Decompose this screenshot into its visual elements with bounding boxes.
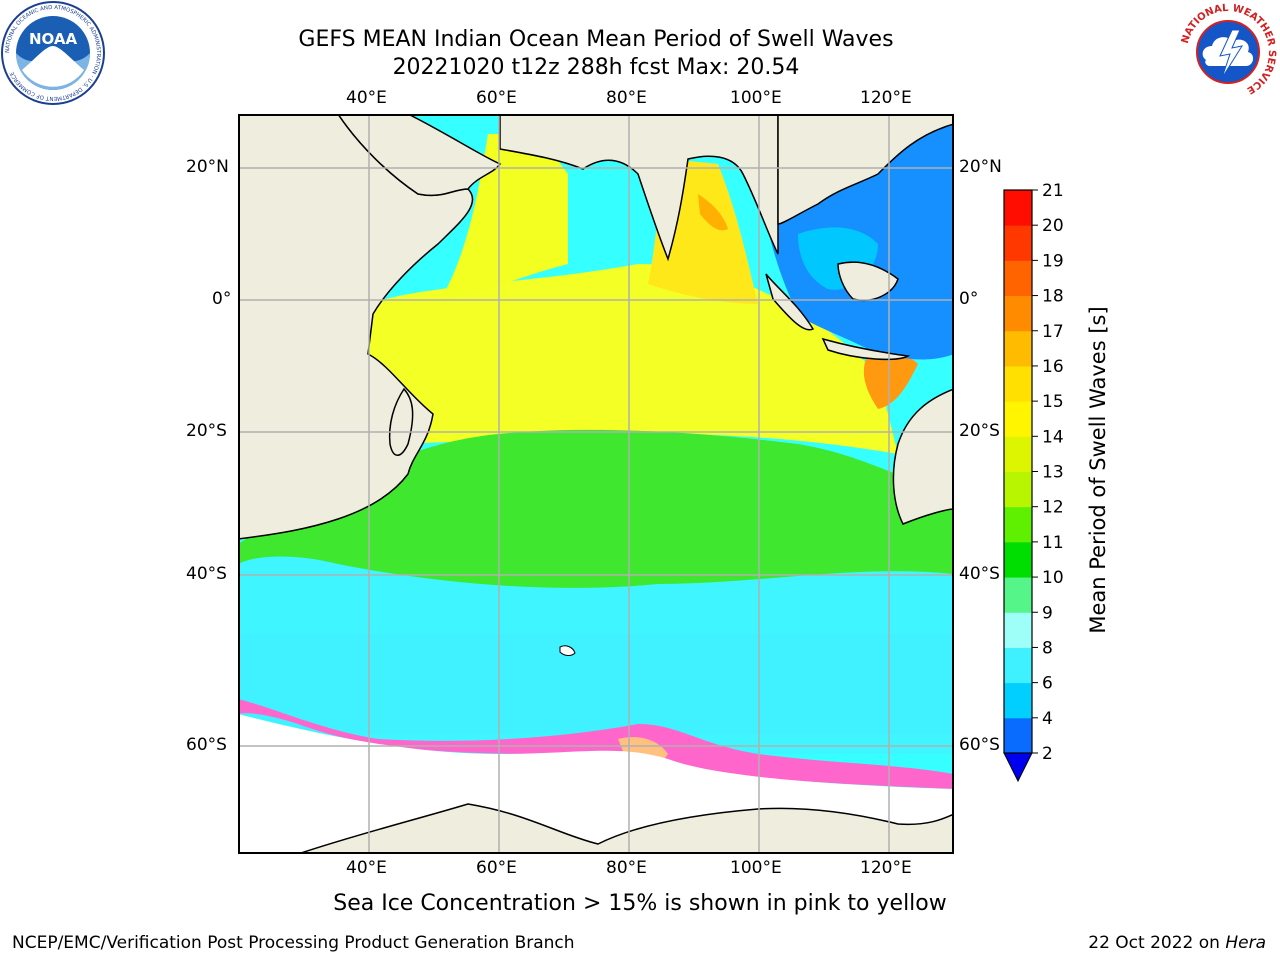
- colorbar-segment: [1004, 436, 1032, 472]
- colorbar-under-arrow: [1003, 752, 1033, 783]
- java-orange-patch: [863, 350, 918, 409]
- noaa-logo: NATIONAL OCEANIC AND ATMOSPHERIC ADMINIS…: [1, 1, 105, 105]
- lat-label-right: 20°N: [959, 157, 1002, 177]
- nws-logo: NATIONAL WEATHER SERVICE: [1178, 2, 1278, 102]
- colorbar-tick-label: 8: [1042, 638, 1053, 658]
- colorbar-tick-label: 2: [1042, 744, 1053, 764]
- chart-subtitle: 20221020 t12z 288h fcst Max: 20.54: [392, 55, 800, 80]
- high-latitude-swell: [238, 634, 954, 734]
- colorbar-tick-label: 21: [1042, 181, 1064, 201]
- colorbar-tick-label: 9: [1042, 603, 1053, 623]
- lat-label-right: 40°S: [959, 564, 1000, 584]
- lon-label-bottom: 40°E: [346, 858, 387, 878]
- colorbar-tick-label: 16: [1042, 357, 1064, 377]
- lat-label-right: 20°S: [959, 421, 1000, 441]
- green-swell-belt: [238, 429, 954, 588]
- lon-label-bottom: 100°E: [730, 858, 782, 878]
- sea-ice-note: Sea Ice Concentration > 15% is shown in …: [333, 891, 947, 916]
- colorbar-tick-label: 19: [1042, 251, 1064, 271]
- colorbar-segment: [1004, 471, 1032, 508]
- australia-landmass: [892, 388, 954, 525]
- lon-label-bottom: 80°E: [606, 858, 647, 878]
- colorbar-segment: [1004, 401, 1032, 437]
- lat-label-right: 0°: [959, 289, 979, 309]
- colorbar-tick-label: 6: [1042, 674, 1053, 694]
- lat-label-left: 60°S: [186, 735, 227, 755]
- colorbar-segment: [1004, 190, 1032, 226]
- colorbar-segment: [1004, 295, 1032, 332]
- colorbar-label: Mean Period of Swell Waves [s]: [1086, 306, 1110, 634]
- tropical-yellow-swell: [368, 264, 898, 454]
- colorbar-tick-label: 15: [1042, 392, 1064, 412]
- colorbar-segment: [1004, 682, 1032, 719]
- colorbar-segment: [1004, 506, 1032, 543]
- gridlines: [238, 114, 954, 854]
- map: [238, 114, 954, 854]
- lon-label-bottom: 120°E: [860, 858, 912, 878]
- antarctica-landmass: [297, 803, 954, 854]
- colorbar-tick-label: 4: [1042, 709, 1053, 729]
- lon-label-top: 60°E: [476, 88, 517, 108]
- colorbar-segment: [1004, 717, 1032, 754]
- colorbar: 2 4 6 8 9 10 11 12 13 14 15 16 17 18 19 20 21: [1003, 181, 1064, 783]
- colorbar-tick-label: 11: [1042, 533, 1064, 553]
- colorbar-segment: [1004, 647, 1032, 684]
- madagascar: [388, 387, 414, 456]
- footer-date-text: 22 Oct 2022 on: [1088, 933, 1226, 953]
- arabian-sea-swell: [438, 134, 568, 304]
- bay-orange-patch: [698, 194, 728, 231]
- colorbar-tick-label: 13: [1042, 463, 1064, 483]
- colorbar-segment: [1004, 577, 1032, 613]
- footer-credit: NCEP/EMC/Verification Post Processing Pr…: [12, 933, 575, 953]
- colorbar-tick-label: 10: [1042, 568, 1064, 588]
- colorbar-segment: [1004, 365, 1032, 402]
- lon-label-top: 100°E: [730, 88, 782, 108]
- colorbar-segment: [1004, 260, 1032, 297]
- lon-label-top: 80°E: [606, 88, 647, 108]
- colorbar-segment: [1004, 330, 1032, 367]
- colorbar-tick-label: 17: [1042, 322, 1064, 342]
- lat-label-left: 20°S: [186, 421, 227, 441]
- sumatra: [765, 273, 815, 331]
- colorbar-segment: [1004, 225, 1032, 261]
- lat-label-right: 60°S: [959, 735, 1000, 755]
- lon-label-bottom: 60°E: [476, 858, 517, 878]
- kerguelen-island: [559, 645, 576, 656]
- footer-machine: Hera: [1225, 933, 1266, 953]
- colorbar-tick-label: 18: [1042, 287, 1064, 307]
- colorbar-tick-label: 20: [1042, 216, 1064, 236]
- colorbar-segment: [1004, 541, 1032, 578]
- lon-label-top: 40°E: [346, 88, 387, 108]
- lat-label-left: 0°: [212, 289, 232, 309]
- colorbar-tick-label: 12: [1042, 498, 1064, 518]
- colorbar-tick-label: 14: [1042, 427, 1064, 447]
- chart-title: GEFS MEAN Indian Ocean Mean Period of Sw…: [298, 27, 894, 52]
- lat-label-left: 20°N: [186, 157, 229, 177]
- colorbar-segment: [1004, 612, 1032, 648]
- map-border: [238, 114, 954, 854]
- footer-date: 22 Oct 2022 on Hera: [1088, 933, 1266, 953]
- noaa-logo-text: NOAA: [29, 30, 78, 48]
- lon-label-top: 120°E: [860, 88, 912, 108]
- borneo: [837, 261, 899, 301]
- southeast-asia-landmass: [777, 114, 954, 225]
- java: [821, 337, 911, 361]
- lat-label-left: 40°S: [186, 564, 227, 584]
- sea-ice-band: [238, 699, 954, 789]
